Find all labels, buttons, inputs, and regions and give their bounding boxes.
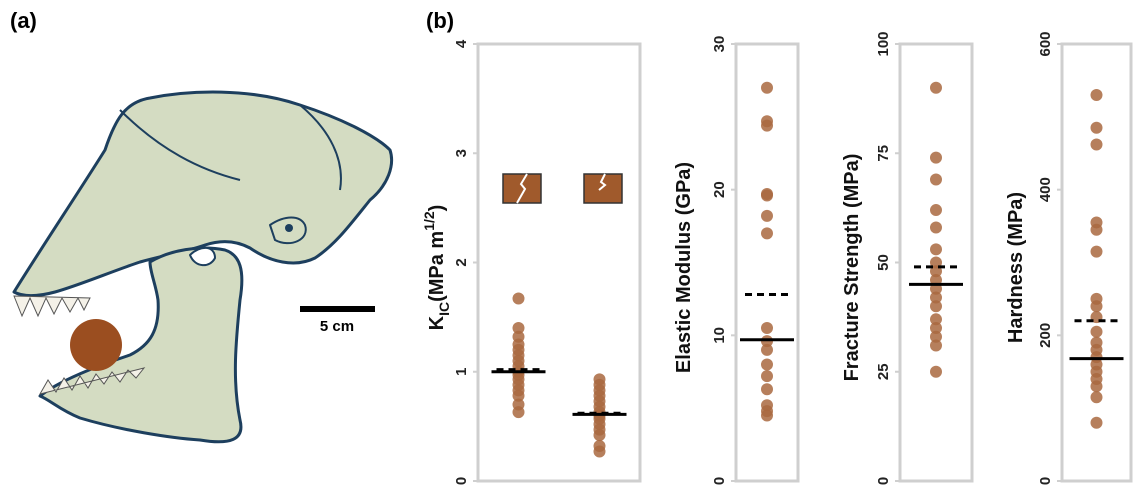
y-tick-label: 400 xyxy=(1037,177,1054,202)
data-point xyxy=(761,82,773,94)
panel-label: (a) xyxy=(10,8,37,33)
y-tick-label: 1 xyxy=(453,368,470,376)
panel-label: (b) xyxy=(426,8,454,33)
y-tick-label: 0 xyxy=(1037,477,1054,485)
y-axis-label-part: Hardness (MPa) xyxy=(1005,192,1027,343)
data-point xyxy=(761,344,773,356)
data-point xyxy=(761,120,773,132)
y-axis-label-part: Fracture Strength (MPa) xyxy=(841,154,863,382)
y-axis-label-part: 1/2 xyxy=(421,211,437,231)
data-point xyxy=(761,227,773,239)
data-point xyxy=(930,204,942,216)
data-point xyxy=(930,82,942,94)
data-point xyxy=(930,173,942,185)
plot-frame xyxy=(1062,44,1131,481)
data-point xyxy=(1091,139,1103,151)
y-tick-label: 0 xyxy=(711,477,728,485)
figure: (a) (b) 5 cm 0 1 2 3 4 KIC(MPa m1/2) 0 10 20 30 El… xyxy=(0,0,1135,487)
data-point xyxy=(761,370,773,382)
data-point xyxy=(513,406,525,418)
data-point xyxy=(1091,391,1103,403)
y-tick-label: 25 xyxy=(875,363,892,380)
y-tick-label: 0 xyxy=(453,477,470,485)
y-tick-label: 3 xyxy=(453,149,470,157)
data-point xyxy=(930,222,942,234)
y-axis-label-part: ) xyxy=(426,205,448,212)
y-tick-label: 10 xyxy=(711,327,728,344)
y-axis-label: Elastic Modulus (GPa) xyxy=(673,162,695,373)
data-point xyxy=(1091,224,1103,236)
y-axis-label-part: IC xyxy=(436,302,452,316)
y-tick-label: 200 xyxy=(1037,323,1054,348)
data-point xyxy=(1091,122,1103,134)
crack-icon xyxy=(503,174,622,203)
y-tick-label: 30 xyxy=(711,36,728,53)
y-axis-label: KIC(MPa m1/2) xyxy=(421,205,452,331)
data-point xyxy=(1091,300,1103,312)
y-tick-label: 2 xyxy=(453,258,470,266)
y-tick-label: 0 xyxy=(875,477,892,485)
data-point xyxy=(594,429,606,441)
y-tick-label: 75 xyxy=(875,145,892,162)
y-axis-label-part: K xyxy=(426,315,448,330)
skull-illustration xyxy=(14,92,392,442)
data-point xyxy=(761,358,773,370)
data-point xyxy=(761,210,773,222)
data-point xyxy=(594,446,606,458)
data-point xyxy=(1091,246,1103,258)
data-point xyxy=(1091,417,1103,429)
data-point xyxy=(761,322,773,334)
y-tick-label: 600 xyxy=(1037,31,1054,56)
y-axis-label-part: Elastic Modulus (GPa) xyxy=(673,162,695,373)
data-point xyxy=(930,366,942,378)
data-point xyxy=(761,383,773,395)
data-point xyxy=(761,189,773,201)
scale-bar-label: 5 cm xyxy=(320,318,354,335)
data-point xyxy=(930,152,942,164)
data-point xyxy=(1091,380,1103,392)
data-point xyxy=(930,300,942,312)
data-point xyxy=(1091,89,1103,101)
y-axis-label-part: (MPa m xyxy=(426,231,448,302)
y-tick-label: 50 xyxy=(875,254,892,271)
y-tick-label: 4 xyxy=(453,39,470,48)
y-axis-label: Hardness (MPa) xyxy=(1005,192,1027,343)
y-tick-label: 100 xyxy=(875,31,892,56)
y-axis-label: Fracture Strength (MPa) xyxy=(841,154,863,382)
data-point xyxy=(761,409,773,421)
food-item xyxy=(70,319,122,371)
data-point xyxy=(513,293,525,305)
y-tick-label: 20 xyxy=(711,181,728,198)
data-point xyxy=(1091,326,1103,338)
data-point xyxy=(930,340,942,352)
data-point xyxy=(930,243,942,255)
